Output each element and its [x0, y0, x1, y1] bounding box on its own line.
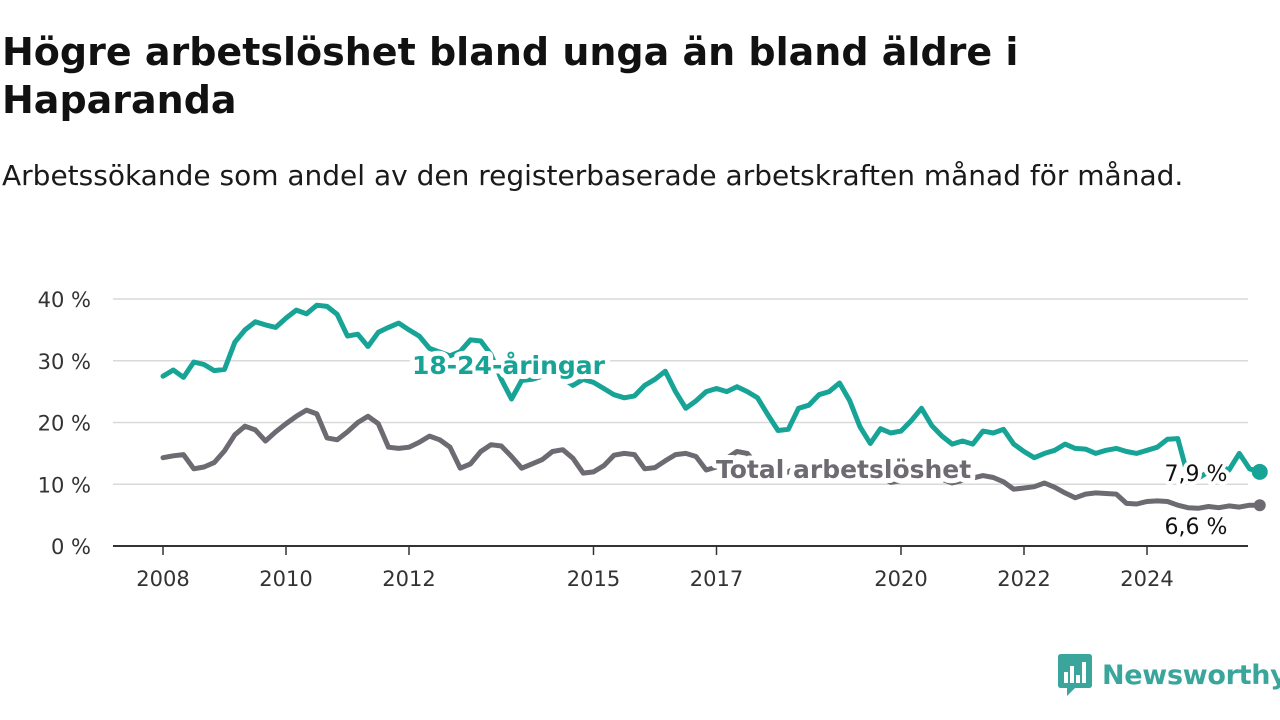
- series-label-youth: 18-24-åringar: [412, 351, 606, 380]
- series-line-youth: [160, 302, 1263, 481]
- x-tick-label: 2020: [874, 567, 927, 591]
- page-title: Högre arbetslöshet bland unga än bland ä…: [2, 30, 1019, 122]
- end-label-total: 6,6 %: [1165, 515, 1228, 540]
- end-point-youth: [1251, 463, 1268, 480]
- end-label-total-halo: 6,6 %: [1165, 515, 1228, 540]
- x-tick-label: 2010: [259, 567, 312, 591]
- y-tick-label: 10 %: [38, 473, 91, 497]
- newsworthy-logo-icon: [1058, 654, 1092, 696]
- x-tick-label: 2017: [690, 567, 743, 591]
- brand: Newsworthy: [1058, 654, 1280, 696]
- page-subtitle: Arbetssökande som andel av den registerb…: [2, 159, 1184, 192]
- x-tick-label: 2015: [567, 567, 620, 591]
- end-label-youth-halo: 7,9 %: [1165, 462, 1228, 487]
- series-line-total: [160, 407, 1263, 511]
- line-chart: 0 % 10 % 20 % 30 % 40 % 2008 2010 2012 2015 2017 2…: [38, 288, 1268, 591]
- x-tick-label: 2008: [136, 567, 189, 591]
- series-label-total-halo: Total arbetslöshet: [716, 455, 971, 484]
- x-tick-label: 2022: [997, 567, 1050, 591]
- x-tick-label: 2012: [382, 567, 435, 591]
- end-point-total: [1253, 499, 1266, 512]
- series-label-total: Total arbetslöshet: [716, 455, 971, 484]
- y-tick-label: 30 %: [38, 350, 91, 374]
- y-tick-label: 20 %: [38, 412, 91, 436]
- end-label-youth: 7,9 %: [1165, 462, 1228, 487]
- y-tick-label: 0 %: [51, 535, 91, 559]
- x-tick-label: 2024: [1120, 567, 1173, 591]
- brand-name: Newsworthy: [1102, 659, 1280, 691]
- y-tick-label: 40 %: [38, 288, 91, 312]
- series-label-youth-halo: 18-24-åringar: [412, 351, 606, 380]
